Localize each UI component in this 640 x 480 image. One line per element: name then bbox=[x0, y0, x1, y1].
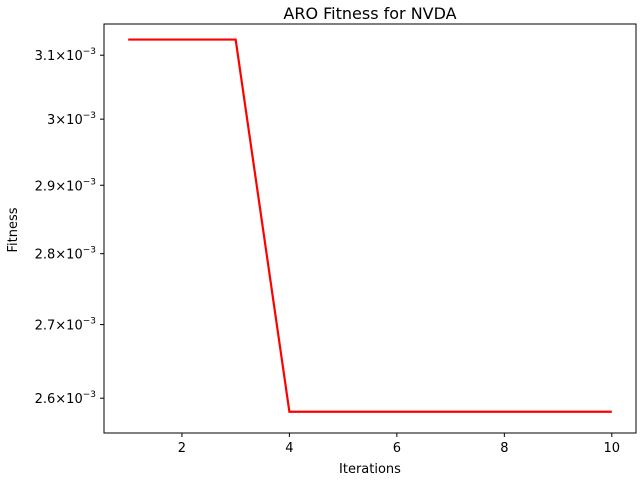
x-tick-label: 6 bbox=[393, 441, 401, 456]
x-tick-label: 8 bbox=[500, 441, 508, 456]
y-tick-label: 2.6×10−3 bbox=[35, 390, 96, 407]
x-tick-label: 4 bbox=[285, 441, 293, 456]
y-tick-label: 2.9×10−3 bbox=[35, 177, 96, 194]
x-tick-label: 2 bbox=[178, 441, 186, 456]
x-axis-label: Iterations bbox=[339, 462, 401, 477]
axes-frame bbox=[103, 23, 637, 434]
chart-title: ARO Fitness for NVDA bbox=[283, 4, 456, 23]
x-tick-label: 10 bbox=[604, 441, 621, 456]
y-tick-label: 2.8×10−3 bbox=[35, 246, 96, 263]
y-tick-label: 3×10−3 bbox=[47, 111, 96, 128]
y-tick-label: 3.1×10−3 bbox=[35, 47, 96, 64]
fitness-series-line bbox=[128, 38, 612, 413]
y-tick-label: 2.7×10−3 bbox=[35, 317, 96, 334]
x-axis: 2 4 6 8 10 bbox=[178, 433, 620, 456]
y-axis-label: Fitness bbox=[6, 207, 21, 252]
plot-area bbox=[128, 38, 612, 413]
y-axis: 2.6×10−3 2.7×10−3 2.8×10−3 2.9×10−3 3×10−3 3.… bbox=[35, 47, 104, 407]
